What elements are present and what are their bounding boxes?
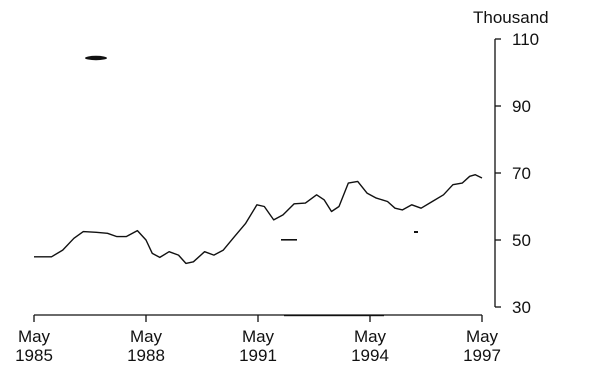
x-tick-label-year-1991: 1991 xyxy=(239,346,277,365)
scan-speck-right xyxy=(414,231,418,233)
x-tick-label-month-1997: May xyxy=(466,327,499,346)
x-tick-label-year-1985: 1985 xyxy=(15,346,53,365)
x-tick-label-month-1988: May xyxy=(130,327,163,346)
x-tick-label-year-1988: 1988 xyxy=(127,346,165,365)
series-line-0 xyxy=(34,174,483,265)
x-tick-label-month-1994: May xyxy=(354,327,387,346)
y-tick-label-70: 70 xyxy=(512,164,531,183)
y-tick-label-30: 30 xyxy=(512,298,531,317)
y-tick-label-90: 90 xyxy=(512,97,531,116)
x-tick-label-year-1997: 1997 xyxy=(463,346,501,365)
y-axis: 30 50 70 90 110 xyxy=(494,30,539,317)
y-tick-label-110: 110 xyxy=(512,30,539,49)
x-tick-label-month-1991: May xyxy=(242,327,275,346)
y-tick-label-50: 50 xyxy=(512,231,531,250)
x-tick-label-year-1994: 1994 xyxy=(351,346,389,365)
scan-artifacts xyxy=(85,55,418,317)
scan-speck-top xyxy=(85,55,107,61)
y-unit-label: Thousand xyxy=(473,8,549,27)
scan-speck-middle xyxy=(281,239,297,241)
x-tick-label-month-1985: May xyxy=(18,327,51,346)
series-layer xyxy=(34,174,483,265)
